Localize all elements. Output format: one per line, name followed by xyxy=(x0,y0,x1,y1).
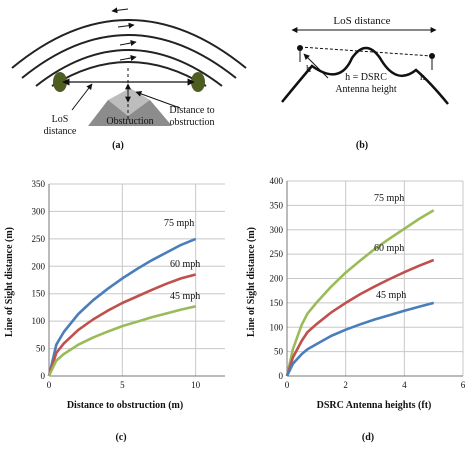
chart-d-caption: (d) xyxy=(362,432,374,443)
chart-c-axes xyxy=(48,184,225,377)
x-tick-label: 0 xyxy=(47,380,52,390)
b-antenna-right-icon xyxy=(429,53,435,59)
arc-3 xyxy=(21,34,237,79)
x-tick-label: 6 xyxy=(461,380,466,390)
chart-c-xlabel: Distance to obstruction (m) xyxy=(67,400,183,411)
y-tick-label: 350 xyxy=(32,179,46,189)
vehicle-right-icon xyxy=(191,72,205,92)
y-tick-label: 300 xyxy=(32,206,46,216)
x-tick-label: 10 xyxy=(191,380,201,390)
y-tick-label: 150 xyxy=(270,298,284,308)
b-antenna-label-1: h = DSRC xyxy=(345,72,387,83)
y-tick-label: 50 xyxy=(36,344,46,354)
b-hill xyxy=(281,46,449,105)
series-line-45-mph xyxy=(47,305,196,377)
x-tick-label: 2 xyxy=(343,380,348,390)
vehicle-left-icon xyxy=(53,72,67,92)
arc-2 xyxy=(35,49,223,87)
series-line-60-mph xyxy=(47,273,197,377)
panel-a: LoS distance Obstruction Distance to obs… xyxy=(11,7,247,151)
series-label-60-mph: 60 mph xyxy=(170,259,200,270)
y-tick-label: 100 xyxy=(32,316,46,326)
chart-d: 0 50 100 150 200 250 300 350 400 0 2 4 6 75 mph 60 mp… xyxy=(246,176,466,443)
y-tick-label: 50 xyxy=(274,347,284,357)
b-sight-line xyxy=(299,46,433,57)
y-tick-label: 400 xyxy=(270,176,284,186)
chart-c: 0 50 100 150 200 250 300 350 0 5 10 75 mph 60 mph 45… xyxy=(4,179,225,443)
chart-d-series xyxy=(285,209,435,377)
chart-c-grid xyxy=(49,183,225,376)
b-caption: (b) xyxy=(356,140,368,151)
chart-d-axes xyxy=(286,181,463,377)
y-tick-label: 150 xyxy=(32,289,46,299)
b-h-right: h xyxy=(420,72,425,83)
obstruction-leader xyxy=(135,91,181,109)
series-label-45-mph: 45 mph xyxy=(170,291,200,302)
chart-d-ylabel: Line of Sight distance (m) xyxy=(246,227,257,337)
series-label-45-mph: 45 mph xyxy=(376,290,406,301)
chart-c-series xyxy=(47,237,197,377)
arc-arrow-3 xyxy=(119,40,137,46)
series-line-75-mph xyxy=(285,209,435,377)
y-tick-label: 300 xyxy=(270,225,284,235)
y-tick-label: 100 xyxy=(270,322,284,332)
y-tick-label: 350 xyxy=(270,200,284,210)
b-antenna-label-2: Antenna height xyxy=(335,84,397,95)
chart-c-ylabel: Line of Sight distance (m) xyxy=(4,227,15,337)
a-los-label-1: LoS xyxy=(52,114,69,125)
b-antenna-leader xyxy=(303,53,329,79)
a-caption: (a) xyxy=(112,140,124,151)
series-line-60-mph xyxy=(285,258,435,377)
x-tick-label: 0 xyxy=(285,380,290,390)
series-line-75-mph xyxy=(47,237,197,377)
x-tick-label: 5 xyxy=(120,380,125,390)
chart-c-ticks: 0 50 100 150 200 250 300 350 0 5 10 xyxy=(32,179,201,390)
y-tick-label: 200 xyxy=(270,274,284,284)
y-tick-label: 250 xyxy=(32,234,46,244)
arc-1 xyxy=(51,61,207,87)
b-los-label: LoS distance xyxy=(333,15,390,27)
los-leader xyxy=(71,83,93,111)
chart-c-series-labels: 75 mph 60 mph 45 mph xyxy=(164,218,200,302)
y-tick-label: 250 xyxy=(270,249,284,259)
x-tick-label: 4 xyxy=(402,380,407,390)
chart-d-xlabel: DSRC Antenna heights (ft) xyxy=(317,400,432,411)
chart-c-caption: (c) xyxy=(115,432,126,443)
y-tick-label: 200 xyxy=(32,261,46,271)
arc-arrow-4 xyxy=(119,55,137,61)
arc-4 xyxy=(11,19,247,69)
a-distance-label-2: obstruction xyxy=(170,117,215,128)
series-line-45-mph xyxy=(285,301,435,377)
a-obstruction-label: Obstruction xyxy=(106,116,153,127)
y-tick-label: 0 xyxy=(279,371,284,381)
a-distance-label-1: Distance to xyxy=(169,105,214,116)
y-tick-label: 0 xyxy=(41,371,46,381)
series-label-75-mph: 75 mph xyxy=(374,193,404,204)
panel-b: LoS distance h h h = DSRC Antenna height… xyxy=(281,15,449,151)
arc-arrow-2 xyxy=(117,22,135,29)
chart-d-series-labels: 75 mph 60 mph 45 mph xyxy=(374,193,406,301)
chart-d-ticks: 0 50 100 150 200 250 300 350 400 0 2 4 6 xyxy=(270,176,466,390)
chart-d-grid xyxy=(287,180,464,376)
b-h-left: h xyxy=(306,64,311,75)
b-antenna-left-icon xyxy=(297,45,303,51)
a-los-label-2: distance xyxy=(44,126,77,137)
series-label-75-mph: 75 mph xyxy=(164,218,194,229)
arc-arrow-1 xyxy=(111,7,129,14)
series-label-60-mph: 60 mph xyxy=(374,243,404,254)
